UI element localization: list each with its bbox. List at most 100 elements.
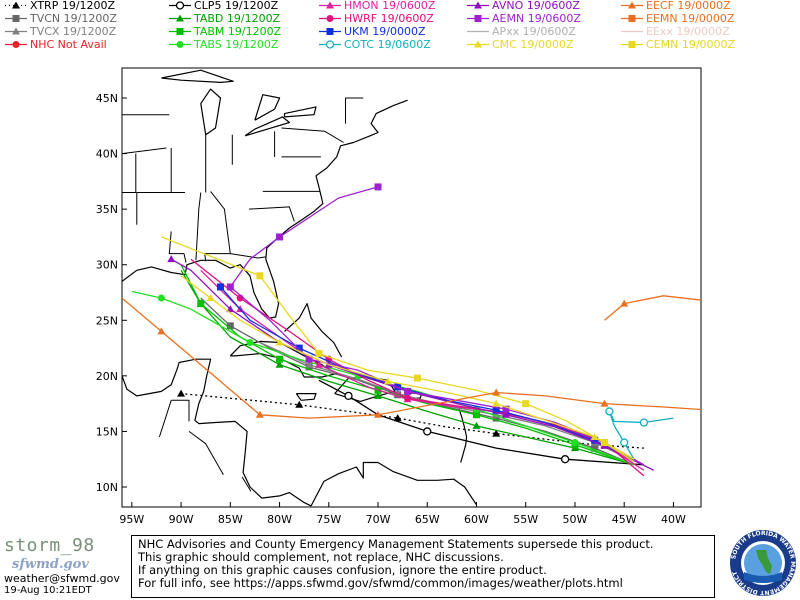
- lon-label: 95W: [119, 513, 144, 526]
- legend-swatch-icon: [319, 28, 341, 35]
- track-point: [620, 299, 629, 307]
- track-point: [197, 300, 205, 308]
- disclaimer-box: NHC Advisories and County Emergency Mana…: [131, 535, 715, 598]
- lat-label: 30N: [96, 259, 118, 272]
- lon-label: 40W: [661, 513, 686, 526]
- disclaimer-link[interactable]: For full info, see https://apps.sfwmd.go…: [138, 576, 623, 590]
- border-line: [241, 476, 252, 492]
- legend-marker-icon: [474, 1, 482, 9]
- track-point: [305, 355, 313, 363]
- track-point: [600, 399, 609, 407]
- track-point: [374, 410, 383, 418]
- us-coastline: [122, 99, 408, 319]
- legend-swatch-icon: [467, 40, 489, 48]
- legend-label: TABM 19/1200Z: [194, 25, 282, 38]
- legend-label: NHC Not Avail: [30, 38, 107, 51]
- legend-label: APxx 19/0600Z: [492, 25, 576, 38]
- lon-label: 90W: [169, 513, 194, 526]
- legend-label: TABD 19/1200Z: [194, 12, 281, 25]
- brand-name: storm_98: [4, 535, 95, 556]
- track-point: [768, 266, 776, 273]
- track-point: [383, 377, 392, 385]
- legend-swatch-icon: [5, 27, 27, 35]
- track-point: [719, 299, 727, 306]
- legend-marker-icon: [12, 41, 20, 48]
- track-point: [472, 421, 481, 429]
- central-america-coastline: [122, 358, 312, 507]
- track-point: [492, 414, 500, 422]
- issue-date: 19-Aug 10:21EDT: [4, 585, 92, 596]
- bahamas-islands: [284, 303, 343, 358]
- legend-marker-icon: [176, 41, 184, 48]
- forecast-track: [604, 295, 701, 321]
- legend-swatch-icon: [621, 30, 643, 33]
- legend-swatch-icon: [467, 15, 489, 22]
- map-content: [122, 69, 776, 507]
- legend-swatch-icon: [621, 41, 643, 48]
- track-point: [639, 418, 649, 427]
- track-point: [315, 350, 323, 358]
- track-point: [275, 360, 284, 368]
- track-point: [522, 400, 530, 408]
- legend-marker-icon: [628, 1, 636, 9]
- track-point: [502, 410, 511, 418]
- border-line: [248, 206, 295, 222]
- lesser-antilles: [458, 407, 468, 463]
- legend-label: EExx 19/0000Z: [646, 25, 730, 38]
- track-point: [560, 455, 570, 464]
- border-line: [281, 127, 344, 143]
- disclaimer-line: NHC Advisories and County Emergency Mana…: [138, 537, 654, 551]
- border-line: [168, 231, 187, 263]
- legend-swatch-icon: [621, 1, 643, 9]
- track-point: [226, 283, 234, 291]
- org-name[interactable]: sfwmd.gov: [12, 557, 89, 572]
- legend-swatch-icon: [319, 40, 341, 49]
- legend-swatch-icon: [5, 41, 27, 48]
- lon-label: 65W: [415, 513, 440, 526]
- legend-marker-icon: [628, 41, 636, 48]
- sfwmd-logo-icon: SOUTH FLORIDA WATER MANAGEMENT DISTRICT: [730, 530, 796, 596]
- lat-label: 45N: [96, 92, 118, 105]
- lat-label: 40N: [96, 148, 118, 161]
- legend-marker-icon: [12, 15, 20, 22]
- forecast-track: [170, 258, 654, 471]
- lon-label: 85W: [218, 513, 243, 526]
- legend-label: AVNO 19/0600Z: [492, 0, 580, 12]
- border-line: [230, 253, 266, 259]
- track-point: [246, 339, 254, 347]
- legend-swatch-icon: [5, 15, 27, 22]
- legend-swatch-icon: [169, 28, 191, 35]
- legend-label: CEMN 19/0000Z: [646, 38, 736, 51]
- contact-email[interactable]: weather@sfwmd.gov: [4, 572, 120, 585]
- track-point: [256, 272, 264, 280]
- legend-marker-icon: [12, 1, 20, 9]
- legend-label: HWRF 19/0600Z: [344, 12, 434, 25]
- legend-marker-icon: [326, 28, 334, 35]
- legend-swatch-icon: [621, 15, 643, 22]
- track-point: [216, 283, 224, 291]
- track-point: [472, 411, 480, 419]
- legend-swatch-icon: [169, 1, 191, 10]
- lat-label: 15N: [96, 425, 118, 438]
- track-point: [605, 407, 614, 416]
- legend-label: CLP5 19/1200Z: [194, 0, 279, 12]
- legend-swatch-icon: [169, 14, 191, 22]
- border-line: [171, 399, 190, 422]
- track-point: [502, 405, 510, 413]
- track-point: [758, 292, 766, 299]
- legend-label: TVCN 19/1200Z: [30, 12, 117, 25]
- legend-marker-icon: [474, 15, 482, 22]
- legend-label: HMON 19/0600Z: [344, 0, 436, 12]
- track-point: [157, 294, 165, 302]
- lon-label: 55W: [513, 513, 538, 526]
- lon-label: 60W: [464, 513, 489, 526]
- jamaica-coastline: [295, 393, 317, 401]
- lat-label: 35N: [96, 203, 118, 216]
- track-point: [314, 360, 323, 368]
- track-point: [374, 391, 383, 399]
- legend-label: COTC 19/0600Z: [344, 38, 431, 51]
- track-point: [492, 429, 501, 437]
- track-point: [226, 322, 234, 330]
- lake-erie: [244, 116, 290, 137]
- border-line: [122, 147, 167, 155]
